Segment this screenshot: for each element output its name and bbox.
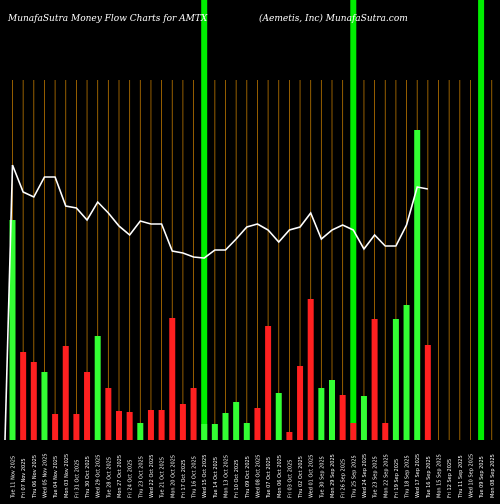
money-flow-bar [222,413,229,440]
money-flow-bar [318,388,325,440]
money-flow-bar [265,326,272,440]
x-tick-label: Wed 17 Sep 2025 [415,454,421,498]
money-flow-bar [350,423,357,440]
money-flow-bar [414,130,421,440]
x-tick-label: Mon 29 Sep 2025 [330,454,336,498]
money-flow-bar [371,319,378,440]
x-tick-label: Tue 14 Oct 2025 [213,457,219,499]
money-flow-bar [169,318,176,440]
price-line-start [4,164,14,441]
money-flow-bar [116,411,122,440]
x-tick-label: Thu 30 Oct 2025 [85,456,91,499]
x-tick-label: Mon 15 Sep 2025 [437,454,443,498]
x-tick-label: Fri 07 Nov 2025 [21,458,27,498]
x-tick-label: Wed 05 Nov 2025 [42,453,48,498]
x-tick-label: Thu 16 Oct 2025 [192,456,198,499]
money-flow-bar [126,412,133,440]
money-flow-bar [254,408,261,440]
money-flow-bar [84,372,91,440]
x-tick-label: Thu 25 Sep 2025 [351,455,357,499]
money-flow-bar [243,423,250,440]
x-tick-label: Wed 08 Oct 2025 [255,455,261,498]
money-flow-bar [62,346,69,440]
money-flow-bar [137,423,144,440]
x-tick-label: Thu 06 Nov 2025 [32,455,38,499]
money-flow-bar [360,396,367,440]
x-tick-label: Fri 17 Oct 2025 [181,460,187,498]
x-tick-label: Mon 03 Nov 2025 [64,454,70,498]
x-tick-label: Wed 10 Sep 2025 [468,454,474,498]
money-flow-bar [403,305,410,440]
highlight-column [478,0,485,440]
x-tick-label: Mon 08 Sep 2025 [490,454,496,498]
money-flow-bar [158,410,165,440]
x-tick-label: Mon 06 Oct 2025 [277,455,283,498]
money-flow-bar [329,380,335,440]
x-tick-label: Tue 07 Oct 2025 [266,457,272,499]
x-tick-label: Tue 04 Nov 2025 [53,456,59,499]
x-tick-label: Mon 13 Oct 2025 [224,455,230,498]
x-tick-label: Thu 02 Oct 2025 [298,456,304,499]
x-tick-label: Fri 26 Sep 2025 [341,459,347,498]
x-tick-label: Wed 24 Sep 2025 [362,454,368,498]
money-flow-bar [382,423,389,440]
x-tick-label: Mon 22 Sep 2025 [383,454,389,498]
money-flow-bar [307,299,314,440]
money-flow-bar [211,424,218,440]
money-flow-bar [52,414,59,440]
money-flow-bar [73,414,80,440]
money-flow-bar [147,410,154,440]
x-tick-label: Mon 27 Oct 2025 [117,455,123,498]
x-tick-label: Fri 12 Sep 2025 [447,459,453,498]
x-tick-label: Thu 11 Sep 2025 [458,455,464,499]
chart-title: MunafaSutra Money Flow Charts for AMTX [8,14,208,24]
x-tick-label: Wed 01 Oct 2025 [309,455,315,498]
x-tick-label: Tue 30 Sep 2025 [319,456,325,499]
x-tick-label: Tue 23 Sep 2025 [373,456,379,499]
chart-subtitle: (Aemetis, Inc) MunafaSutra.com [259,14,408,24]
highlight-column [201,0,208,440]
money-flow-bar [9,220,16,440]
money-flow-bar [275,393,282,440]
x-tick-label: Tue 11 Nov 2025 [11,456,17,499]
x-tick-label: Tue 16 Sep 2025 [426,456,432,499]
x-tick-label: Tue 21 Oct 2025 [160,457,166,499]
money-flow-bar [233,402,240,440]
money-flow-bar [41,372,48,440]
money-flow-bar [30,362,37,440]
x-tick-label: Wed 22 Oct 2025 [149,455,155,498]
x-tick-label: Tue 28 Oct 2025 [106,457,112,499]
x-tick-label: Fri 24 Oct 2025 [128,460,134,498]
money-flow-bar [297,366,304,440]
money-flow-bar [105,388,112,440]
highlight-column [350,0,357,440]
x-tick-label: Thu 23 Oct 2025 [138,456,144,499]
money-flow-bar [286,432,293,440]
x-tick-label: Tue 09 Sep 2025 [479,456,485,499]
money-flow-bar [339,395,346,440]
x-tick-label: Mon 20 Oct 2025 [170,455,176,498]
money-flow-bar [392,319,399,440]
money-flow-bar [201,424,208,440]
money-flow-bar [94,336,101,440]
x-tick-label: Thu 09 Oct 2025 [245,456,251,499]
money-flow-bar [424,345,431,440]
x-tick-label: Fri 19 Sep 2025 [394,459,400,498]
x-tick-label: Fri 03 Oct 2025 [287,460,293,498]
money-flow-bar [20,352,27,440]
x-tick-label: Fri 10 Oct 2025 [234,460,240,498]
x-tick-label: Wed 15 Oct 2025 [202,455,208,498]
x-tick-label: Wed 29 Oct 2025 [96,455,102,498]
x-tick-label: Fri 31 Oct 2025 [74,460,80,498]
money-flow-bar [190,388,197,440]
x-tick-label: Thu 18 Sep 2025 [405,455,411,499]
price-line [11,164,428,259]
money-flow-bar [179,404,186,440]
